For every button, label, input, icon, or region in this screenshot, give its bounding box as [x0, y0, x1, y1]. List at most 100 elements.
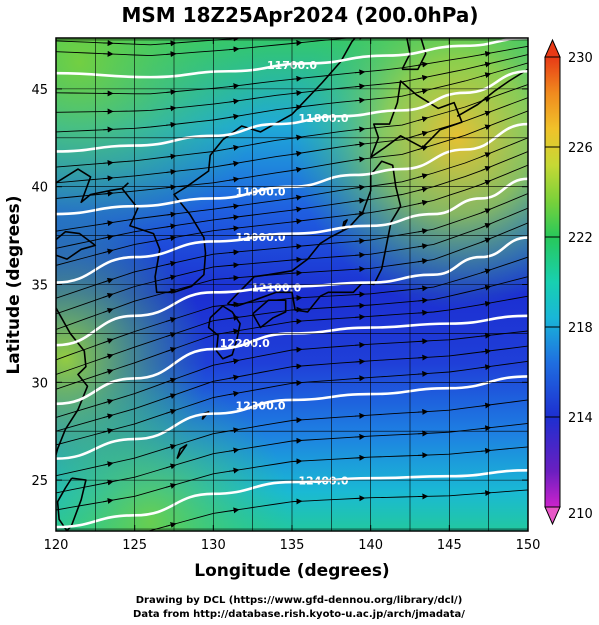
wind-arrow	[354, 291, 366, 298]
wind-arrow	[229, 46, 240, 53]
wind-arrow	[354, 156, 366, 163]
wind-arrow	[417, 370, 429, 377]
y-tick-label: 40	[31, 181, 48, 196]
map-title: MSM 18Z25Apr2024 (200.0hPa)	[121, 3, 478, 27]
wind-arrow	[291, 75, 303, 82]
colorbar-tick-label: 230	[568, 51, 593, 66]
wind-arrow	[417, 285, 429, 292]
y-axis-label: Latitude (degrees)	[4, 195, 24, 374]
wind-arrow	[103, 413, 114, 420]
contour-label: 12400.0	[298, 475, 348, 488]
colorbar-min-triangle	[544, 506, 561, 526]
wind-arrow	[291, 218, 303, 225]
wind-arrow	[103, 234, 114, 241]
wind-arrow	[291, 150, 303, 157]
wind-arrow	[291, 363, 303, 370]
x-tick-label: 130	[201, 538, 226, 553]
contour-line	[56, 122, 528, 216]
wind-arrow	[359, 38, 366, 40]
wind-arrow	[417, 199, 429, 206]
wind-arrow	[417, 228, 429, 235]
contour-label: 12100.0	[251, 282, 301, 295]
wind-arrow	[229, 274, 240, 281]
wind-arrow	[228, 467, 240, 474]
wind-arrow	[103, 248, 114, 255]
wind-arrow	[417, 186, 429, 193]
x-tick-label: 120	[44, 538, 69, 553]
x-tick-label: 150	[516, 538, 541, 553]
wind-arrow	[103, 190, 114, 197]
wind-arrow	[354, 141, 366, 148]
wind-arrow	[103, 368, 114, 375]
wind-arrow	[417, 297, 429, 304]
wind-arrow	[291, 166, 303, 173]
wind-arrow	[229, 225, 240, 232]
coastline-china	[56, 168, 129, 204]
coastline-kurils	[456, 68, 528, 117]
y-tick-label: 30	[31, 376, 48, 391]
wind-arrow	[291, 318, 303, 325]
wind-arrow	[228, 358, 240, 365]
wind-arrow	[481, 21, 490, 22]
colorbar-tick-label: 214	[568, 411, 593, 426]
wind-arrow	[354, 126, 366, 133]
coastline-hokkaido	[369, 80, 463, 158]
y-tick-label: 35	[31, 279, 48, 294]
x-axis-ticks: 120 125 130 135 140 145 150	[44, 38, 541, 553]
contour-label: 12200.0	[220, 337, 270, 350]
wind-arrow	[229, 262, 240, 269]
y-axis-ticks: 25 30 35 40 45	[31, 83, 528, 489]
coastline-ryukyu	[176, 444, 188, 460]
wind-arrow	[291, 90, 303, 97]
wind-arrow	[417, 243, 429, 250]
coastline-taiwan	[56, 477, 87, 531]
wind-arrow	[354, 266, 366, 273]
wind-arrow	[417, 354, 429, 361]
wind-arrow	[354, 237, 366, 244]
contour-line	[56, 38, 528, 79]
coastline-kyushu	[207, 305, 241, 360]
wind-arrow	[291, 417, 303, 424]
wind-arrow	[354, 197, 366, 204]
wind-arrow	[418, 29, 427, 30]
wind-arrow	[292, 32, 301, 33]
wind-arrow	[103, 461, 114, 468]
wind-arrow	[417, 338, 429, 345]
wind-arrow	[229, 98, 240, 105]
wind-arrow	[291, 194, 303, 201]
x-tick-label: 135	[280, 538, 305, 553]
wind-arrow	[354, 358, 366, 365]
wind-arrow	[354, 97, 366, 104]
wind-arrow	[229, 249, 240, 256]
credit-data: Data from http://database.rish.kyoto-u.a…	[133, 609, 465, 620]
wind-arrow	[228, 447, 240, 454]
colorbar-tick-label: 222	[568, 231, 593, 246]
wind-arrow	[228, 390, 240, 397]
wind-arrow	[481, 10, 490, 11]
wind-arrow	[354, 302, 366, 309]
wind-arrow	[291, 379, 303, 386]
wind-arrow	[228, 160, 240, 167]
wind-arrow	[354, 314, 366, 321]
wind-arrow	[417, 258, 429, 265]
contour-label: 12300.0	[235, 399, 285, 412]
coastline-sado	[341, 219, 348, 231]
y-tick-label: 25	[31, 474, 48, 489]
wind-arrow	[103, 479, 114, 486]
colorbar-tick-label: 218	[568, 321, 593, 336]
wind-arrow	[291, 458, 303, 465]
wind-arrow	[103, 398, 114, 405]
colorbar-max-triangle	[544, 38, 561, 58]
coastline-korea	[121, 139, 224, 294]
wind-arrow	[103, 220, 114, 227]
wind-arrow	[354, 252, 366, 259]
wind-arrow	[229, 314, 240, 321]
wind-arrow	[103, 307, 114, 314]
wind-arrow	[291, 256, 303, 263]
credit-drawing: Drawing by DCL (https://www.gfd-dennou.o…	[136, 595, 463, 606]
wind-arrow	[417, 116, 429, 123]
wind-arrow	[417, 88, 429, 95]
wind-arrow	[291, 243, 303, 250]
wind-arrow	[103, 353, 114, 360]
